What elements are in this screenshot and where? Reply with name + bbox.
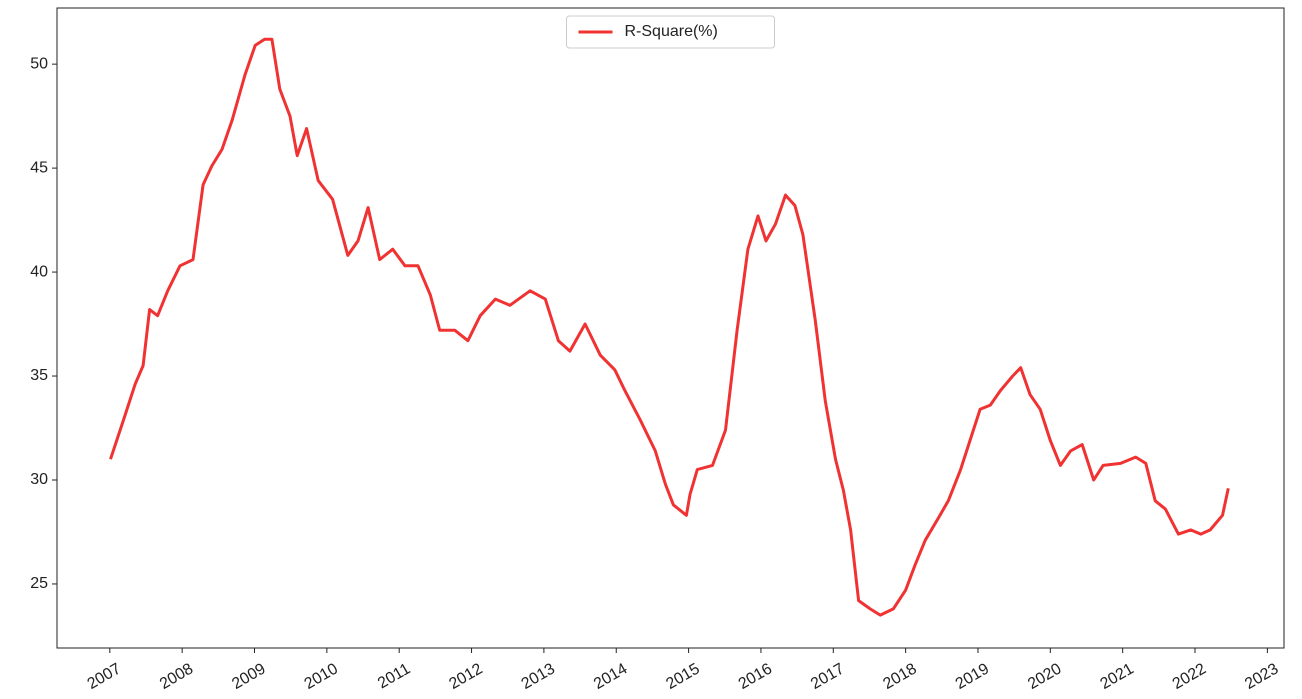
x-tick-label: 2012 <box>446 660 485 693</box>
x-tick-label: 2021 <box>1097 660 1136 693</box>
x-tick-label: 2008 <box>157 660 196 693</box>
y-tick-label: 50 <box>30 55 48 72</box>
x-tick-label: 2019 <box>953 660 992 693</box>
y-tick-label: 40 <box>30 263 48 280</box>
legend-label: R-Square(%) <box>625 23 718 40</box>
x-tick-label: 2011 <box>375 660 413 692</box>
y-tick-label: 45 <box>30 159 48 176</box>
legend-box <box>566 15 775 49</box>
x-tick-label: 2016 <box>736 660 775 693</box>
x-tick-label: 2017 <box>808 660 847 693</box>
legend: R-Square(%) <box>566 15 775 49</box>
x-tick-label: 2010 <box>302 660 341 693</box>
x-tick-label: 2015 <box>663 660 702 693</box>
y-tick-label: 25 <box>30 575 48 592</box>
x-tick-label: 2014 <box>591 660 630 693</box>
x-tick-label: 2013 <box>519 660 558 693</box>
x-tick-label: 2007 <box>85 660 124 693</box>
y-tick-label: 30 <box>30 471 48 488</box>
plot-frame <box>56 7 1285 649</box>
x-tick-label: 2020 <box>1025 660 1064 693</box>
y-tick-label: 35 <box>30 367 48 384</box>
x-tick-label: 2023 <box>1242 660 1281 693</box>
line-series <box>109 37 1230 617</box>
x-tick-label: 2018 <box>880 660 919 693</box>
x-tick-label: 2009 <box>229 660 268 693</box>
x-tick-label: 2022 <box>1170 660 1209 693</box>
